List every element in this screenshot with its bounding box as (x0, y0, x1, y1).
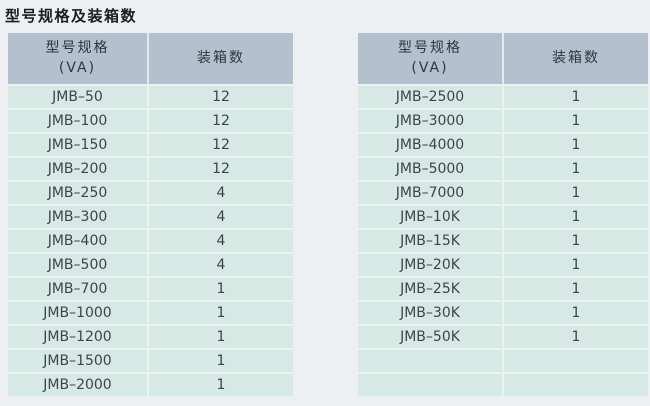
model-cell: JMB–2500 (395, 89, 465, 105)
model-cell: JMB–5000 (395, 161, 465, 177)
model-cell: JMB–4000 (395, 137, 465, 153)
qty-cell: 4 (147, 254, 293, 276)
qty-cell: 1 (502, 110, 648, 132)
table-row: JMB–30K 1 (358, 300, 648, 324)
qty-cell (502, 350, 648, 372)
table-row (358, 348, 648, 372)
column-header-line: 型号规格 (45, 39, 110, 56)
table-row: JMB–5000 1 (358, 156, 648, 180)
model-cell: JMB–150 (47, 137, 108, 153)
column-header-line: 型号规格 (398, 39, 462, 56)
table-row: JMB–10K 1 (358, 204, 648, 228)
qty-cell: 1 (502, 254, 648, 276)
table-row: JMB–150 12 (8, 132, 293, 156)
qty-column-header: 装箱数 (147, 33, 293, 84)
table-row: JMB–250 4 (8, 180, 293, 204)
table-row (358, 372, 648, 396)
table-row: JMB–2000 1 (8, 372, 293, 396)
qty-cell: 1 (147, 350, 293, 372)
table-row: JMB–50K 1 (358, 324, 648, 348)
column-header-line: (VA) (58, 59, 97, 76)
qty-cell: 1 (147, 374, 293, 396)
model-cell: JMB–20K (400, 257, 460, 273)
qty-cell: 1 (502, 278, 648, 300)
model-cell: JMB–250 (47, 185, 108, 201)
spec-table-left: 型号规格 (VA) 装箱数 JMB–50 12 JMB–100 12 JMB–150 12 JM… (8, 33, 293, 396)
table-row: JMB–15K 1 (358, 228, 648, 252)
model-cell: JMB–3000 (395, 113, 465, 129)
model-cell (358, 350, 502, 372)
qty-cell: 1 (502, 158, 648, 180)
model-cell: JMB–200 (47, 161, 108, 177)
model-cell: JMB–50K (400, 329, 460, 345)
qty-cell: 4 (147, 182, 293, 204)
model-cell: JMB–50 (52, 89, 103, 105)
model-cell: JMB–100 (47, 113, 108, 129)
qty-cell: 1 (502, 182, 648, 204)
spec-table-right: 型号规格 (VA) 装箱数 JMB–2500 1 JMB–3000 1 JMB–4000 1 J… (358, 33, 648, 396)
qty-cell: 1 (502, 326, 648, 348)
table-row: JMB–3000 1 (358, 108, 648, 132)
table-row: JMB–1500 1 (8, 348, 293, 372)
table-row: JMB–1200 1 (8, 324, 293, 348)
model-column-header: 型号规格 (VA) (8, 33, 147, 84)
model-cell: JMB–1200 (43, 329, 112, 345)
qty-cell: 12 (147, 86, 293, 108)
table-header: 型号规格 (VA) 装箱数 (358, 33, 648, 84)
model-cell: JMB–1500 (43, 353, 112, 369)
qty-cell: 1 (147, 302, 293, 324)
table-row: JMB–7000 1 (358, 180, 648, 204)
table-row: JMB–25K 1 (358, 276, 648, 300)
table-body: JMB–50 12 JMB–100 12 JMB–150 12 JMB–200 12 JMB–2… (8, 84, 293, 396)
model-cell: JMB–500 (47, 257, 108, 273)
model-cell: JMB–300 (47, 209, 108, 225)
model-cell: JMB–25K (400, 281, 460, 297)
table-row: JMB–400 4 (8, 228, 293, 252)
column-header-line: (VA) (411, 59, 449, 76)
table-row: JMB–500 4 (8, 252, 293, 276)
table-body: JMB–2500 1 JMB–3000 1 JMB–4000 1 JMB–5000 1 JMB–… (358, 84, 648, 396)
table-row: JMB–50 12 (8, 84, 293, 108)
model-cell (358, 374, 502, 396)
table-row: JMB–4000 1 (358, 132, 648, 156)
model-cell: JMB–10K (400, 209, 460, 225)
model-cell: JMB–700 (47, 281, 108, 297)
qty-cell: 1 (502, 302, 648, 324)
model-cell: JMB–2000 (43, 377, 112, 393)
model-cell: JMB–400 (47, 233, 108, 249)
table-row: JMB–100 12 (8, 108, 293, 132)
qty-cell: 1 (502, 206, 648, 228)
model-cell: JMB–7000 (395, 185, 465, 201)
qty-cell: 12 (147, 134, 293, 156)
model-cell: JMB–15K (400, 233, 460, 249)
table-row: JMB–1000 1 (8, 300, 293, 324)
model-column-header: 型号规格 (VA) (358, 33, 502, 84)
qty-cell: 1 (147, 326, 293, 348)
qty-cell: 1 (502, 230, 648, 252)
page-title: 型号规格及装箱数 (5, 7, 138, 25)
table-row: JMB–700 1 (8, 276, 293, 300)
model-cell: JMB–1000 (43, 305, 112, 321)
table-row: JMB–300 4 (8, 204, 293, 228)
qty-cell: 1 (147, 278, 293, 300)
table-header: 型号规格 (VA) 装箱数 (8, 33, 293, 84)
qty-cell: 1 (502, 134, 648, 156)
qty-cell: 4 (147, 230, 293, 252)
column-header-line: 装箱数 (552, 49, 600, 66)
model-cell: JMB–30K (400, 305, 460, 321)
qty-cell (502, 374, 648, 396)
qty-cell: 12 (147, 158, 293, 180)
qty-cell: 12 (147, 110, 293, 132)
table-row: JMB–2500 1 (358, 84, 648, 108)
table-row: JMB–20K 1 (358, 252, 648, 276)
qty-column-header: 装箱数 (502, 33, 648, 84)
qty-cell: 1 (502, 86, 648, 108)
qty-cell: 4 (147, 206, 293, 228)
table-row: JMB–200 12 (8, 156, 293, 180)
column-header-line: 装箱数 (197, 49, 245, 66)
